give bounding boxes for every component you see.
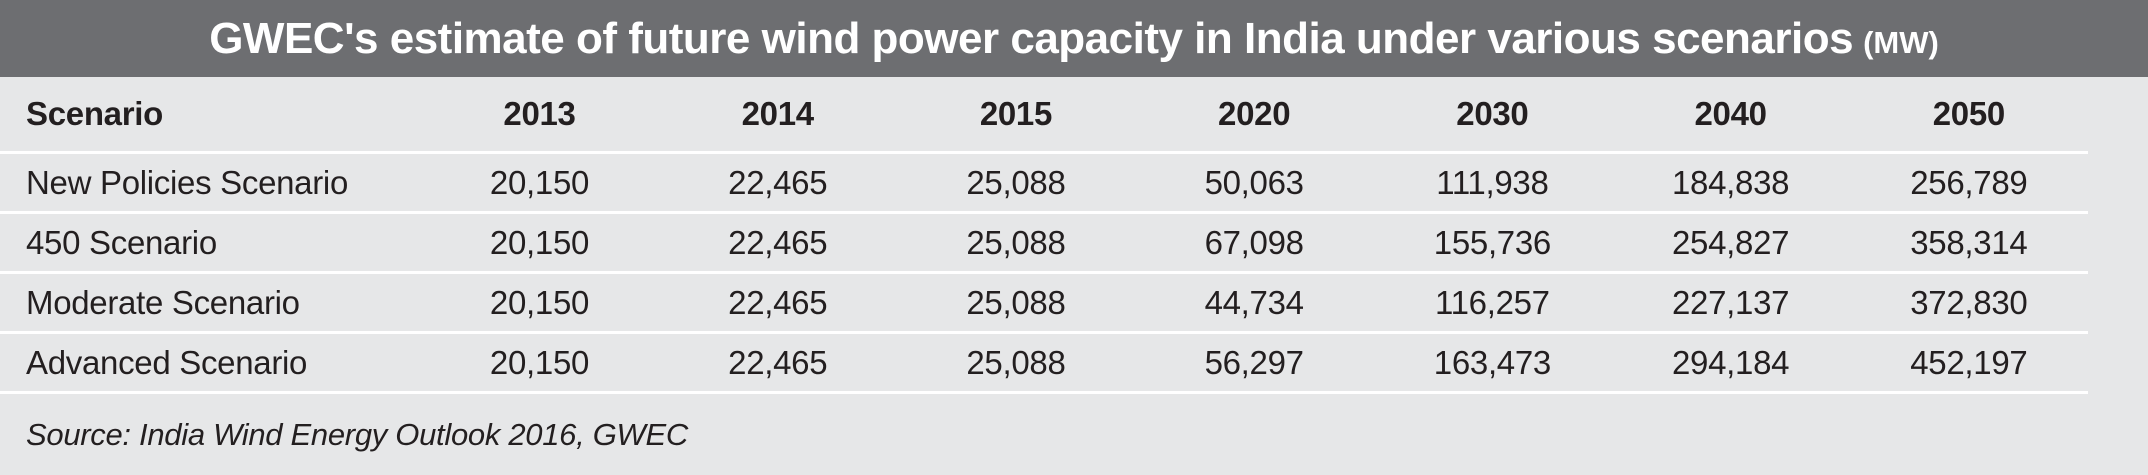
table-cell: 294,184 <box>1611 332 1850 394</box>
col-header-2050: 2050 <box>1849 77 2088 154</box>
capacity-table-wrap: Scenario 2013 2014 2015 2020 2030 2040 2… <box>0 77 2148 394</box>
table-cell: 56,297 <box>1135 332 1374 394</box>
header-row: Scenario 2013 2014 2015 2020 2030 2040 2… <box>0 77 2088 154</box>
col-header-2030: 2030 <box>1373 77 1612 154</box>
table-cell: 256,789 <box>1849 152 2088 214</box>
row-label: Advanced Scenario <box>0 332 421 394</box>
table-cell: 25,088 <box>896 332 1136 394</box>
table-cell: 116,257 <box>1373 272 1612 334</box>
table-cell: 372,830 <box>1849 272 2088 334</box>
table-row-moderate: Moderate Scenario 20,150 22,465 25,088 4… <box>0 272 2088 334</box>
table-cell: 25,088 <box>896 272 1136 334</box>
table-cell: 254,827 <box>1611 212 1850 274</box>
table-cell: 50,063 <box>1135 152 1374 214</box>
table-cell: 25,088 <box>896 152 1136 214</box>
table-cell: 20,150 <box>420 152 659 214</box>
table-cell: 44,734 <box>1135 272 1374 334</box>
table-cell: 155,736 <box>1373 212 1612 274</box>
table-cell: 20,150 <box>420 332 659 394</box>
table-cell: 184,838 <box>1611 152 1850 214</box>
table-title: GWEC's estimate of future wind power cap… <box>209 13 1854 63</box>
col-header-2014: 2014 <box>658 77 897 154</box>
table-cell: 163,473 <box>1373 332 1612 394</box>
table-cell: 22,465 <box>658 152 897 214</box>
table-row-new-policies: New Policies Scenario 20,150 22,465 25,0… <box>0 152 2088 214</box>
capacity-table: Scenario 2013 2014 2015 2020 2030 2040 2… <box>0 77 2088 394</box>
row-label: 450 Scenario <box>0 212 421 274</box>
source-note: Source: India Wind Energy Outlook 2016, … <box>26 417 688 452</box>
table-cell: 67,098 <box>1135 212 1374 274</box>
col-header-scenario: Scenario <box>0 77 421 154</box>
col-header-2020: 2020 <box>1135 77 1374 154</box>
table-cell: 111,938 <box>1373 152 1612 214</box>
row-label: Moderate Scenario <box>0 272 421 334</box>
table-cell: 358,314 <box>1849 212 2088 274</box>
table-cell: 25,088 <box>896 212 1136 274</box>
col-header-2013: 2013 <box>420 77 659 154</box>
table-cell: 22,465 <box>658 272 897 334</box>
col-header-2040: 2040 <box>1611 77 1850 154</box>
col-header-2015: 2015 <box>896 77 1136 154</box>
table-cell: 227,137 <box>1611 272 1850 334</box>
table-cell: 22,465 <box>658 212 897 274</box>
table-row-450: 450 Scenario 20,150 22,465 25,088 67,098… <box>0 212 2088 274</box>
table-cell: 20,150 <box>420 212 659 274</box>
table-row-advanced: Advanced Scenario 20,150 22,465 25,088 5… <box>0 332 2088 394</box>
table-title-unit: (MW) <box>1863 24 1939 60</box>
table-title-bar: GWEC's estimate of future wind power cap… <box>0 0 2148 77</box>
row-label: New Policies Scenario <box>0 152 421 214</box>
table-cell: 22,465 <box>658 332 897 394</box>
table-cell: 20,150 <box>420 272 659 334</box>
table-title-line: GWEC's estimate of future wind power cap… <box>209 14 1939 64</box>
table-cell: 452,197 <box>1849 332 2088 394</box>
